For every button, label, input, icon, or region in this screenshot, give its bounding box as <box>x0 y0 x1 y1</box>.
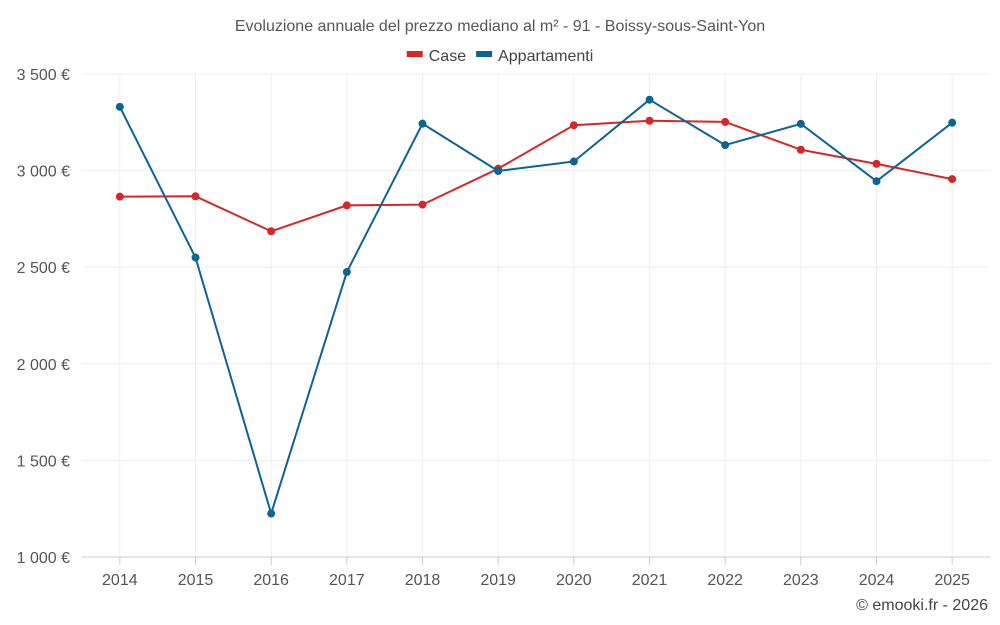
data-point-case[interactable] <box>948 175 957 184</box>
data-point-case[interactable] <box>115 192 124 201</box>
legend-swatch <box>476 51 493 57</box>
data-point-case[interactable] <box>796 145 805 154</box>
data-point-case[interactable] <box>191 192 200 201</box>
data-point-appartamenti[interactable] <box>418 119 427 128</box>
x-tick-label: 2020 <box>556 572 592 589</box>
data-point-appartamenti[interactable] <box>494 166 503 175</box>
data-point-case[interactable] <box>569 121 578 130</box>
chart-title: Evoluzione annuale del prezzo mediano al… <box>235 18 765 35</box>
x-tick-label: 2025 <box>934 572 970 589</box>
y-tick-label: 1 000 € <box>17 550 70 567</box>
data-point-appartamenti[interactable] <box>721 141 730 150</box>
credit-text: © emooki.fr - 2026 <box>856 597 988 614</box>
data-point-case[interactable] <box>342 201 351 210</box>
data-point-case[interactable] <box>418 200 427 209</box>
data-point-appartamenti[interactable] <box>191 253 200 262</box>
x-tick-label: 2022 <box>707 572 743 589</box>
data-point-case[interactable] <box>645 116 654 125</box>
legend-label: Appartamenti <box>498 48 593 65</box>
series-group <box>115 95 957 518</box>
legend: Case Appartamenti <box>406 48 593 65</box>
x-tick-label: 2014 <box>102 572 138 589</box>
series-line-case <box>119 119 953 233</box>
x-tick-label: 2016 <box>253 572 289 589</box>
legend-item-appartamenti[interactable]: Appartamenti <box>476 48 593 65</box>
data-point-appartamenti[interactable] <box>796 119 805 128</box>
y-tick-label: 1 500 € <box>17 453 70 470</box>
grid <box>82 73 990 557</box>
x-tick-label: 2021 <box>632 572 668 589</box>
x-tick-label: 2024 <box>859 572 895 589</box>
y-tick-label: 2 500 € <box>17 260 70 277</box>
x-tick-label: 2018 <box>405 572 441 589</box>
y-axis: 1 000 € 1 500 € 2 000 € 2 500 € 3 000 € 3 500… <box>17 67 70 567</box>
legend-swatch <box>406 51 423 57</box>
data-point-appartamenti[interactable] <box>948 118 957 127</box>
data-point-case[interactable] <box>267 227 276 236</box>
data-point-appartamenti[interactable] <box>115 102 124 111</box>
data-point-appartamenti[interactable] <box>569 157 578 166</box>
x-tick-label: 2015 <box>178 572 214 589</box>
data-point-case[interactable] <box>872 159 881 168</box>
y-tick-label: 2 000 € <box>17 357 70 374</box>
data-point-appartamenti[interactable] <box>342 268 351 277</box>
x-tick-label: 2019 <box>480 572 516 589</box>
series-line-appartamenti <box>118 98 953 515</box>
legend-label: Case <box>429 48 466 65</box>
data-point-appartamenti[interactable] <box>872 177 881 186</box>
x-axis: 2014 2015 2016 2017 2018 2019 2020 2021 2022 2023… <box>82 556 990 589</box>
x-tick-label: 2017 <box>329 572 365 589</box>
legend-item-case[interactable]: Case <box>406 48 466 65</box>
y-tick-label: 3 000 € <box>17 164 70 181</box>
data-point-case[interactable] <box>721 117 730 126</box>
data-point-appartamenti[interactable] <box>645 95 654 104</box>
y-tick-label: 3 500 € <box>17 67 70 84</box>
data-point-appartamenti[interactable] <box>267 509 276 518</box>
x-tick-label: 2023 <box>783 572 819 589</box>
